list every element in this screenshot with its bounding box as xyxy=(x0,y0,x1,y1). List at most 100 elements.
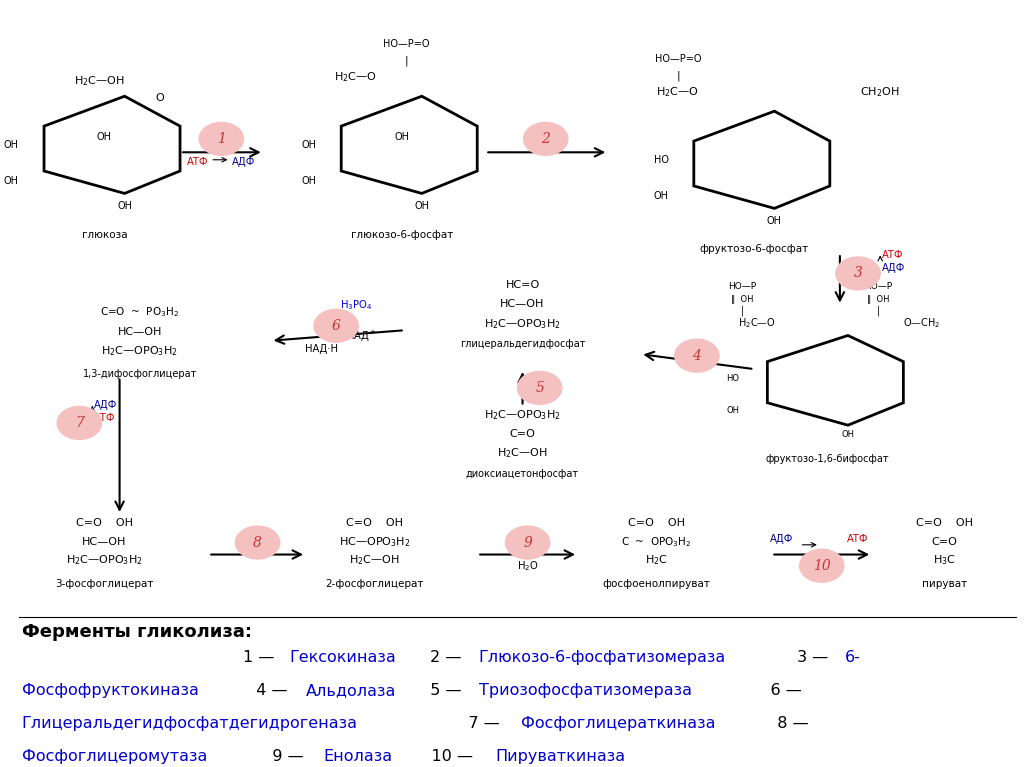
Circle shape xyxy=(800,549,844,582)
Text: 8: 8 xyxy=(253,535,262,550)
Text: |: | xyxy=(677,71,681,81)
Circle shape xyxy=(523,123,568,155)
Text: |: | xyxy=(877,305,880,316)
Text: C=O    OH: C=O OH xyxy=(916,518,973,528)
Text: 1 —: 1 — xyxy=(244,650,280,665)
Text: Глицеральдегидфосфатдегидрогеназа: Глицеральдегидфосфатдегидрогеназа xyxy=(22,716,357,731)
Text: 4: 4 xyxy=(692,349,701,363)
Text: 2: 2 xyxy=(542,132,550,146)
Text: H$_2$O: H$_2$O xyxy=(517,559,539,573)
Text: OH: OH xyxy=(415,201,429,211)
Text: 5 —: 5 — xyxy=(420,683,467,698)
Text: НАД·Н: НАД·Н xyxy=(304,344,338,354)
Text: АДФ: АДФ xyxy=(231,157,255,167)
Text: H$_2$C—OPO$_3$H$_2$: H$_2$C—OPO$_3$H$_2$ xyxy=(484,318,561,331)
Text: АТФ: АТФ xyxy=(883,251,904,261)
Text: HC—OH: HC—OH xyxy=(82,537,127,547)
Text: ‖  OH: ‖ OH xyxy=(867,295,890,304)
Text: АТФ: АТФ xyxy=(94,413,116,423)
Text: HC=O: HC=O xyxy=(506,280,540,290)
Text: C  ~  OPO$_3$H$_2$: C ~ OPO$_3$H$_2$ xyxy=(622,535,692,548)
Text: O: O xyxy=(156,94,164,104)
Text: 3 —: 3 — xyxy=(792,650,834,665)
Text: H$_2$C—O: H$_2$C—O xyxy=(656,86,698,100)
Circle shape xyxy=(236,526,280,559)
Text: 3: 3 xyxy=(854,266,862,281)
Text: H$_2$C—OH: H$_2$C—OH xyxy=(349,554,399,568)
Text: Глюкозо-6-фосфатизомераза: Глюкозо-6-фосфатизомераза xyxy=(478,650,725,665)
Text: АТФ: АТФ xyxy=(847,534,868,544)
Text: HO—P=O: HO—P=O xyxy=(383,39,430,49)
Text: 1: 1 xyxy=(217,132,225,146)
Text: 5: 5 xyxy=(536,380,544,395)
Text: Альдолаза: Альдолаза xyxy=(305,683,396,698)
Text: фруктозо-1,6-бифосфат: фруктозо-1,6-бифосфат xyxy=(766,454,890,464)
Text: АДФ: АДФ xyxy=(770,534,794,544)
Text: фруктозо-6-фосфат: фруктозо-6-фосфат xyxy=(699,245,809,255)
Text: H$_3$PO$_4$: H$_3$PO$_4$ xyxy=(340,298,373,312)
Text: НАД$^+$: НАД$^+$ xyxy=(346,328,377,343)
Text: H$_2$C—OH: H$_2$C—OH xyxy=(74,74,125,88)
Text: 4 —: 4 — xyxy=(247,683,293,698)
Text: HC—OH: HC—OH xyxy=(501,299,545,309)
Text: H$_2$C—OPO$_3$H$_2$: H$_2$C—OPO$_3$H$_2$ xyxy=(484,409,561,423)
Text: OH: OH xyxy=(653,191,669,201)
Text: АДФ: АДФ xyxy=(883,263,905,273)
Text: 6: 6 xyxy=(332,319,341,333)
Text: OH: OH xyxy=(726,406,739,415)
Text: CH$_2$OH: CH$_2$OH xyxy=(860,86,900,100)
Text: C=O  ~  PO$_3$H$_2$: C=O ~ PO$_3$H$_2$ xyxy=(100,305,179,319)
Text: OH: OH xyxy=(97,133,112,143)
Text: Фосфоглицеромутаза: Фосфоглицеромутаза xyxy=(22,749,207,764)
Text: Пируваткиназа: Пируваткиназа xyxy=(496,749,626,764)
Text: Ферменты гликолиза:: Ферменты гликолиза: xyxy=(22,624,252,641)
Text: Фосфофруктокиназа: Фосфофруктокиназа xyxy=(22,683,199,698)
Text: 9 —: 9 — xyxy=(257,749,309,764)
Text: 10 —: 10 — xyxy=(411,749,478,764)
Text: 6 —: 6 — xyxy=(750,683,802,698)
Text: C=O    OH: C=O OH xyxy=(76,518,133,528)
Text: 6-: 6- xyxy=(845,650,860,665)
Text: Енолаза: Енолаза xyxy=(323,749,392,764)
Text: HO—P: HO—P xyxy=(864,282,892,291)
Text: OH: OH xyxy=(394,133,410,143)
Text: C=O    OH: C=O OH xyxy=(346,518,403,528)
Text: H$_2$C—O: H$_2$C—O xyxy=(334,71,377,84)
Text: глюкозо-6-фосфат: глюкозо-6-фосфат xyxy=(350,229,453,239)
Text: HO: HO xyxy=(726,374,739,383)
Circle shape xyxy=(506,526,550,559)
Circle shape xyxy=(675,339,719,372)
Text: |: | xyxy=(404,56,409,66)
Circle shape xyxy=(836,257,881,290)
Text: АДФ: АДФ xyxy=(94,400,118,410)
Text: OH: OH xyxy=(301,176,316,186)
Text: C=O: C=O xyxy=(932,537,957,547)
Text: 7 —: 7 — xyxy=(449,716,505,731)
Circle shape xyxy=(200,123,244,155)
Text: C=O    OH: C=O OH xyxy=(628,518,685,528)
Text: 3-фосфоглицерат: 3-фосфоглицерат xyxy=(55,579,154,589)
Text: HO: HO xyxy=(653,155,669,165)
Text: Гексокиназа: Гексокиназа xyxy=(290,650,396,665)
Text: 10: 10 xyxy=(813,558,830,573)
Text: глюкоза: глюкоза xyxy=(82,229,127,239)
Text: HC—OH: HC—OH xyxy=(118,327,162,337)
Text: АТФ: АТФ xyxy=(187,157,209,167)
Text: O—CH$_2$: O—CH$_2$ xyxy=(903,316,941,330)
Text: 7: 7 xyxy=(75,416,84,430)
Text: H$_3$C: H$_3$C xyxy=(933,554,956,568)
Text: 2 —: 2 — xyxy=(425,650,467,665)
Text: H$_2$C—OPO$_3$H$_2$: H$_2$C—OPO$_3$H$_2$ xyxy=(67,554,143,568)
Circle shape xyxy=(517,371,562,404)
Text: H$_2$C: H$_2$C xyxy=(645,554,668,568)
Text: H$_2$C—O: H$_2$C—O xyxy=(737,316,775,330)
Text: фосфоенолпируват: фосфоенолпируват xyxy=(602,579,711,589)
Text: глицеральдегидфосфат: глицеральдегидфосфат xyxy=(460,340,586,350)
Text: 1,3-дифосфоглицерат: 1,3-дифосфоглицерат xyxy=(83,370,197,380)
Text: ‖  OH: ‖ OH xyxy=(731,295,754,304)
Text: 2-фосфоглицерат: 2-фосфоглицерат xyxy=(326,579,424,589)
Text: Фосфоглицераткиназа: Фосфоглицераткиназа xyxy=(520,716,715,731)
Text: диоксиацетонфосфат: диоксиацетонфосфат xyxy=(466,469,580,479)
Text: HO—P=O: HO—P=O xyxy=(655,54,701,64)
Text: OH: OH xyxy=(117,201,132,211)
